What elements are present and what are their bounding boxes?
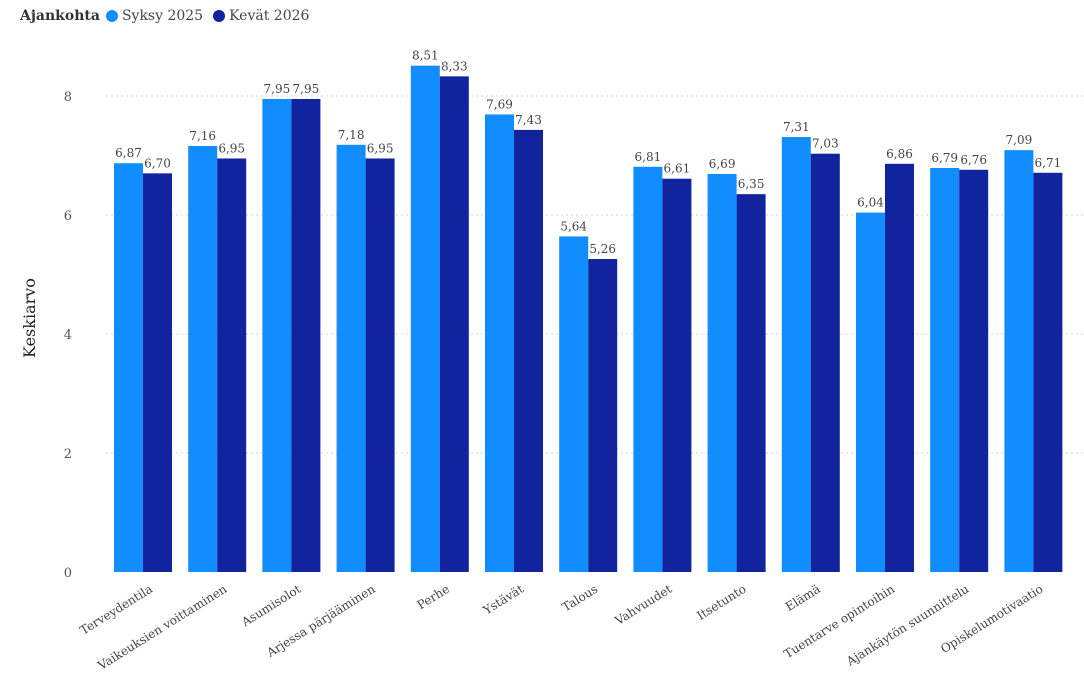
bar[interactable] (143, 173, 172, 572)
data-label: 7,16 (189, 129, 216, 143)
data-label: 5,64 (560, 219, 587, 233)
bar[interactable] (439, 76, 469, 573)
bar[interactable] (559, 236, 589, 573)
data-label: 7,95 (264, 82, 291, 96)
bar[interactable] (1004, 150, 1034, 572)
y-tick-label: 6 (64, 209, 72, 224)
data-label: 6,71 (1035, 156, 1062, 170)
bar[interactable] (217, 158, 247, 572)
data-label: 6,04 (857, 196, 884, 210)
legend-marker-kevat-2026 (213, 10, 226, 22)
bars (114, 65, 1063, 573)
legend-marker-syksy-2025 (105, 10, 118, 22)
bar[interactable] (262, 98, 292, 572)
data-label: 6,35 (738, 177, 765, 191)
bar[interactable] (856, 212, 885, 572)
bar[interactable] (588, 259, 618, 572)
data-label: 7,31 (783, 120, 810, 134)
y-tick-label: 4 (64, 328, 72, 343)
bar[interactable] (336, 144, 366, 573)
legend-item-kevat-2026[interactable]: Kevät 2026 (213, 8, 309, 24)
data-label: 8,33 (441, 59, 468, 73)
data-label: 6,79 (931, 151, 958, 165)
bar[interactable] (633, 166, 663, 572)
data-label: 6,86 (886, 147, 913, 161)
data-label: 6,70 (144, 156, 171, 170)
data-label: 6,81 (635, 150, 662, 164)
bar[interactable] (662, 178, 692, 572)
data-label: 7,95 (293, 82, 320, 96)
data-label: 6,87 (115, 146, 142, 160)
bar[interactable] (514, 129, 543, 573)
y-tick-label: 8 (64, 90, 72, 105)
data-label: 6,69 (709, 157, 736, 171)
legend-title: Ajankohta (20, 8, 100, 24)
data-labels: 6,876,707,166,957,95 7,957,186,958,518,33… (115, 49, 1061, 256)
data-label: 6,95 (218, 141, 245, 155)
y-axis: 0 2 4 6 8 (64, 90, 72, 581)
bar[interactable] (485, 114, 514, 572)
bar[interactable] (930, 167, 960, 572)
bar[interactable] (291, 98, 321, 572)
bar[interactable] (188, 145, 218, 573)
legend-item-syksy-2025[interactable]: Syksy 2025 (105, 8, 204, 24)
data-label: 7,18 (338, 128, 365, 142)
data-label: 6,61 (664, 162, 691, 176)
x-tick-label: Ajankäytön suunnittelu (843, 582, 971, 669)
x-tick-label: Ystävät (480, 582, 526, 618)
x-tick-label: Vahvuudet (612, 582, 675, 629)
data-label: 7,09 (1006, 133, 1033, 147)
x-tick-label: Terveydentila (77, 582, 155, 638)
data-label: 7,43 (515, 113, 542, 127)
x-tick-label: Elämä (783, 582, 823, 614)
data-label: 6,95 (367, 141, 394, 155)
bar[interactable] (410, 65, 440, 572)
bar[interactable] (885, 163, 914, 572)
y-axis-label: Keskiarvo (20, 278, 39, 358)
y-tick-label: 0 (64, 566, 72, 581)
y-tick-label: 2 (64, 447, 72, 462)
legend-label-syksy-2025: Syksy 2025 (121, 8, 204, 24)
data-label: 7,69 (486, 97, 513, 111)
bar[interactable] (114, 163, 143, 573)
data-label: 5,26 (589, 242, 616, 256)
legend-label-kevat-2026: Kevät 2026 (229, 8, 310, 24)
x-tick-label: Vaikeuksien voittaminen (95, 582, 230, 673)
data-label: 7,03 (812, 137, 839, 151)
gridlines (106, 95, 1084, 454)
bar[interactable] (810, 153, 840, 572)
bar[interactable] (1033, 172, 1063, 572)
bar[interactable] (707, 173, 737, 572)
chart-legend: Ajankohta Syksy 2025 Kevät 2026 (20, 6, 319, 26)
x-tick-label: Itsetunto (694, 582, 748, 623)
data-label: 6,76 (960, 153, 987, 167)
bar[interactable] (959, 169, 989, 572)
x-tick-label: Talous (560, 582, 601, 615)
data-label: 8,51 (412, 49, 439, 63)
x-tick-label: Perhe (415, 582, 452, 613)
bar[interactable] (736, 194, 766, 573)
bar[interactable] (781, 137, 811, 572)
x-tick-label: Asumisolot (238, 582, 303, 630)
bar[interactable] (365, 158, 395, 572)
